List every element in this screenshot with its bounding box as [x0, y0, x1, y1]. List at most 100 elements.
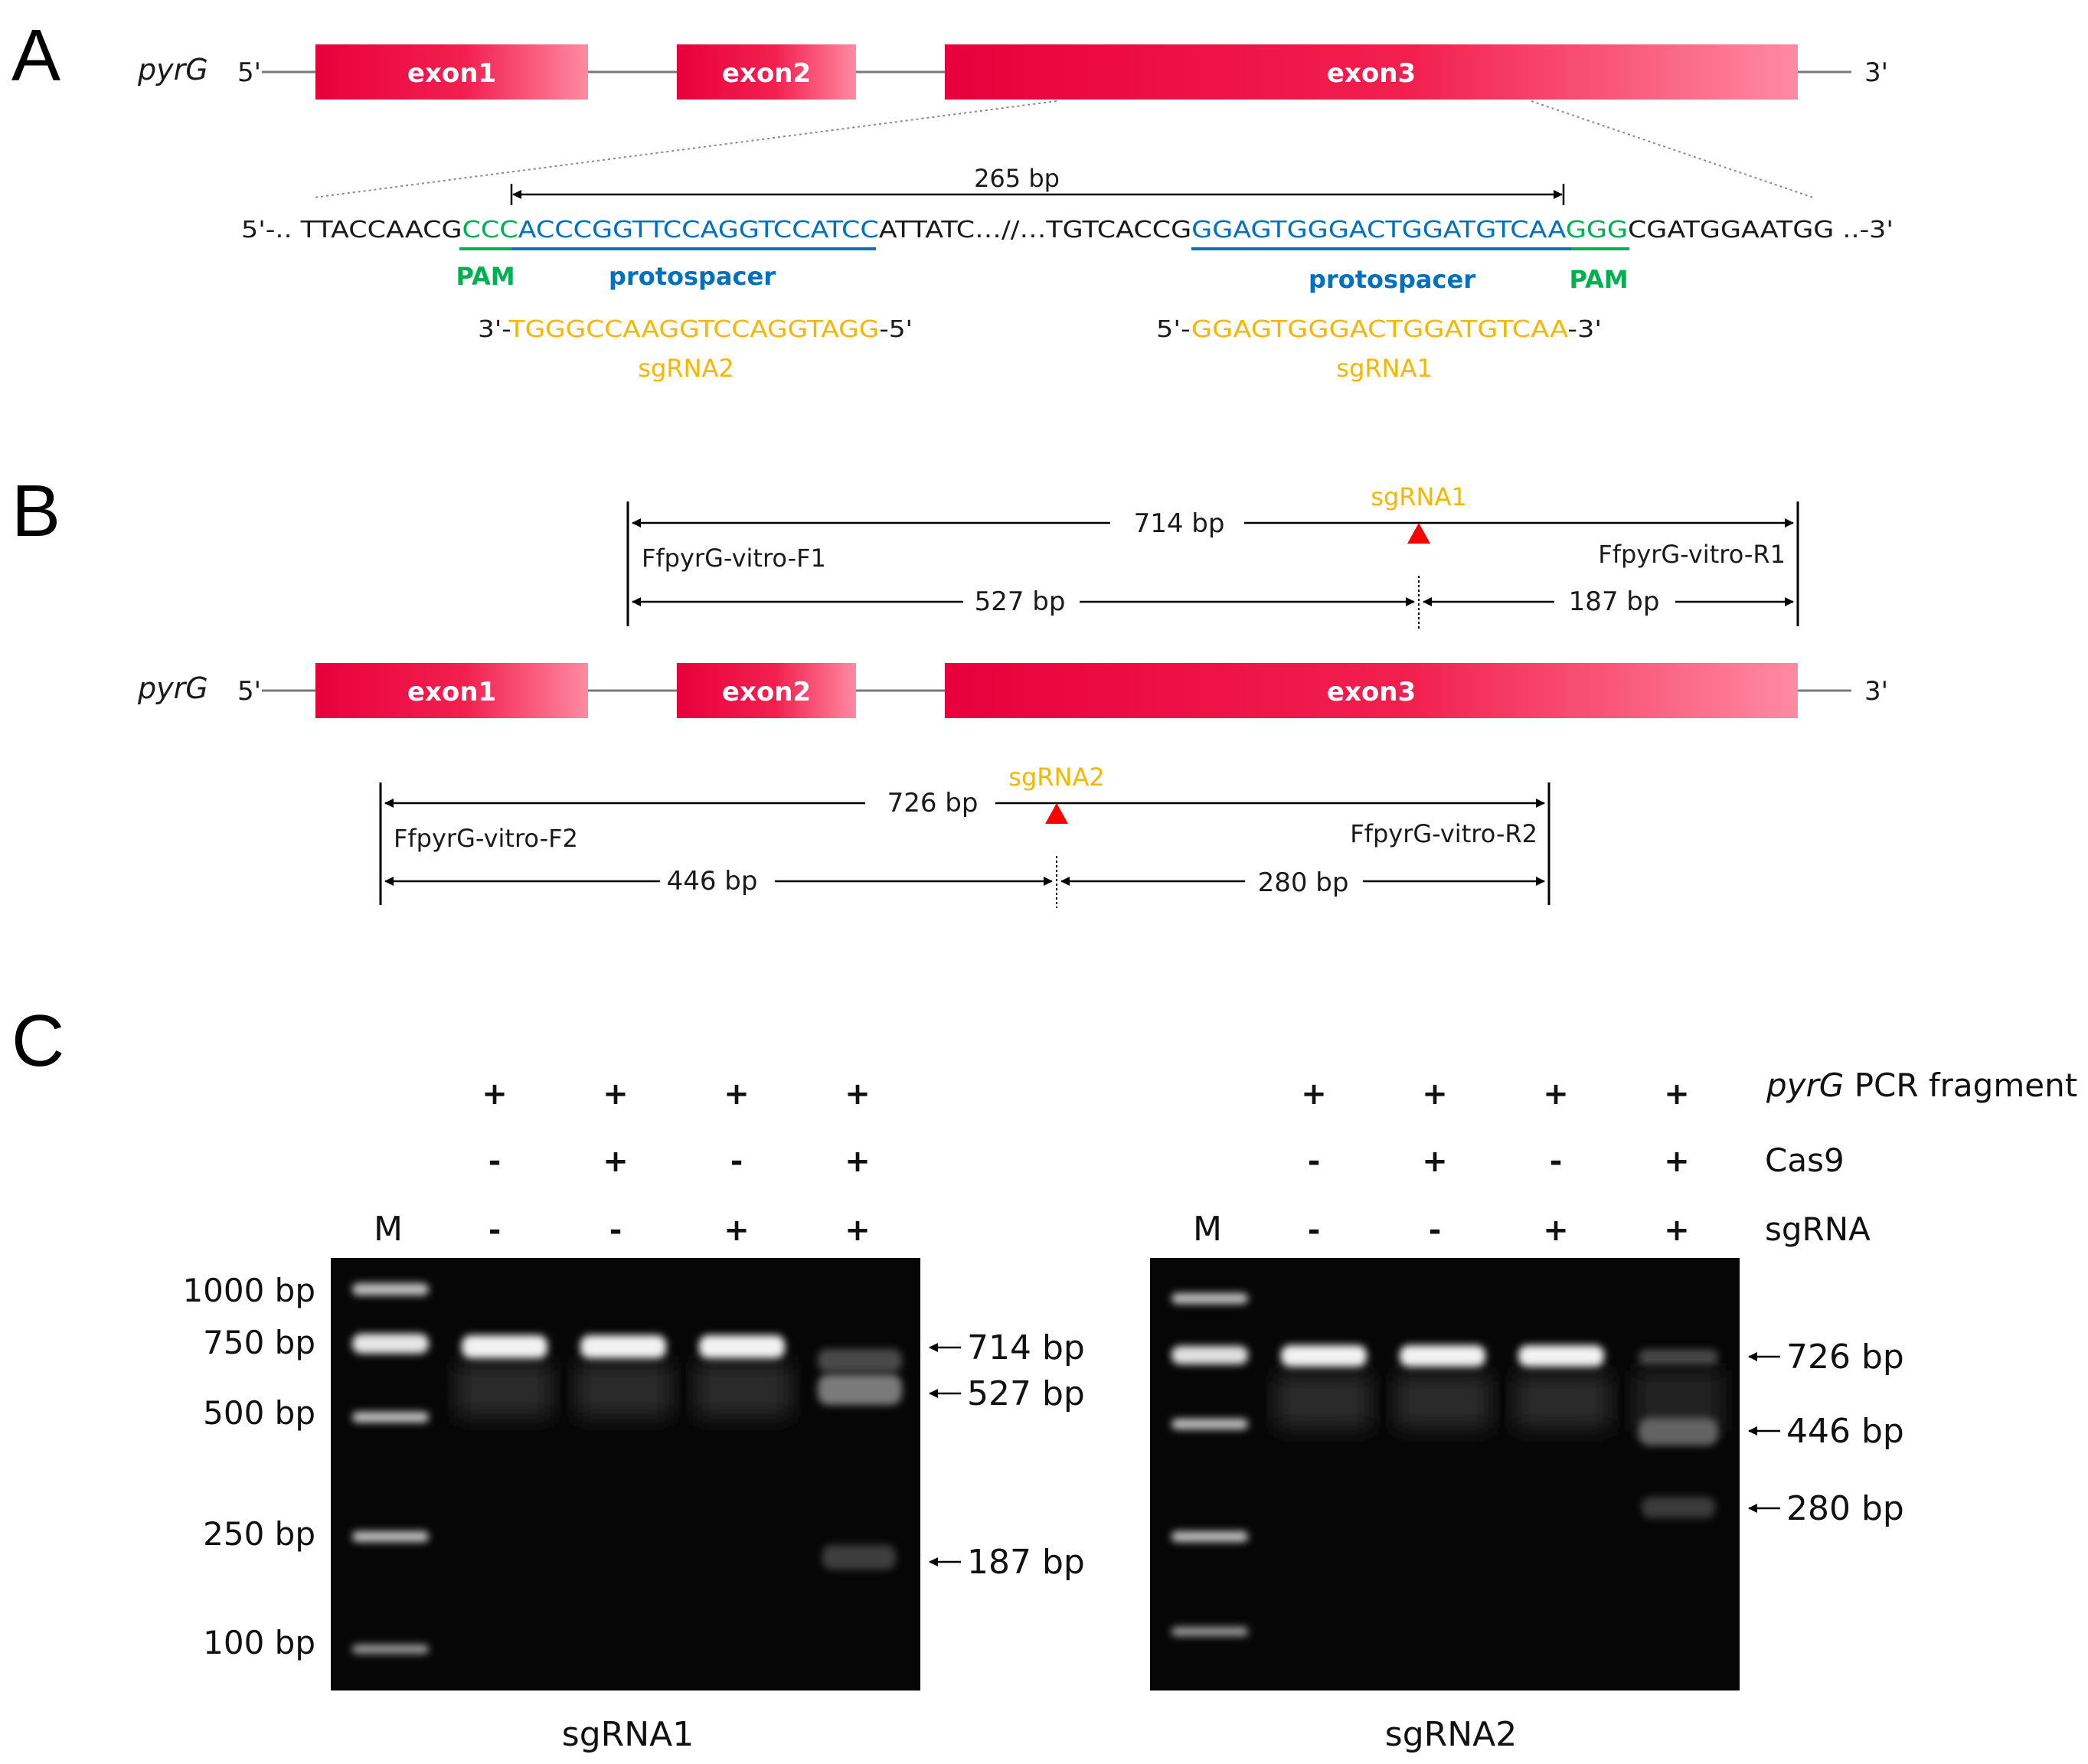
gel2-marker-label: M	[1193, 1210, 1222, 1249]
gel2-band-726	[1400, 1345, 1485, 1367]
g1-lane3-cas9: -	[730, 1144, 743, 1179]
amp2-right-label: 280 bp	[1258, 867, 1349, 898]
seq-pam-2: GGG	[1566, 217, 1628, 243]
exon2-label-b: exon2	[722, 677, 811, 707]
amp1-reverse-primer: FfpyrG-vitro-R1	[1598, 540, 1786, 569]
panel-label-b: B	[11, 470, 60, 552]
gel1-band-714	[462, 1335, 547, 1358]
g1-lane3-sgrna: +	[724, 1213, 750, 1248]
sgrna1-suffix: -3'	[1567, 316, 1602, 343]
g1-lane2-sgrna: -	[609, 1213, 622, 1248]
gel2-label-726: 726 bp	[1786, 1338, 1904, 1377]
gene-name: pyrG	[137, 53, 208, 87]
sgrna1-prefix: 5'-	[1156, 316, 1191, 343]
gel2-label-446: 446 bp	[1786, 1412, 1904, 1451]
amp2-reverse-primer: FfpyrG-vitro-R2	[1350, 819, 1537, 848]
gel2-band-uncut-faint	[1639, 1350, 1718, 1365]
lane-condition-table: pyrG PCR fragment Cas9 sgRNA + + + + - +…	[374, 1067, 2077, 1249]
seq-plain-1: TTACCAACG	[300, 217, 462, 243]
g2-lane3-cas9: -	[1550, 1144, 1563, 1179]
row-label-cas9: Cas9	[1765, 1142, 1845, 1179]
amplicon2: 726 bp sgRNA2 FfpyrG-vitro-F2 FfpyrG-vit…	[379, 763, 1550, 908]
seq-protospacer-1: ACCCGGTTCCAGGTCCATCC	[518, 217, 879, 243]
ladder-750: 750 bp	[203, 1324, 315, 1361]
gel1-smear	[456, 1363, 552, 1416]
five-prime-label-b: 5'	[237, 676, 261, 707]
gel2-title: sgRNA2	[1385, 1715, 1517, 1754]
ladder-1000: 1000 bp	[182, 1272, 315, 1309]
amp1-guide-label: sgRNA1	[1371, 482, 1466, 511]
seq-plain-2: ATTATC…//…TGTCACCG	[879, 217, 1191, 243]
g2-lane4-fragment: +	[1664, 1076, 1690, 1112]
gel1-ladder-band	[352, 1412, 429, 1423]
exon3-label: exon3	[1327, 58, 1416, 89]
gel2	[1150, 1258, 1740, 1690]
gel1-label-714: 714 bp	[967, 1328, 1085, 1367]
g2-lane2-sgrna: -	[1429, 1213, 1442, 1248]
ladder-500: 500 bp	[203, 1394, 315, 1432]
exon3-box	[945, 44, 1798, 100]
exon2-box	[677, 44, 856, 100]
ladder-250: 250 bp	[203, 1515, 315, 1553]
amp2-cut-marker-icon	[1045, 803, 1068, 824]
g2-lane2-cas9: +	[1422, 1144, 1448, 1179]
ladder-100: 100 bp	[203, 1624, 315, 1661]
row-label-sgrna: sgRNA	[1765, 1210, 1871, 1248]
gel2-label-280: 280 bp	[1786, 1489, 1904, 1528]
g1-lane4-fragment: +	[845, 1076, 871, 1112]
distance-label: 265 bp	[974, 164, 1060, 193]
gel2-smear	[1395, 1374, 1491, 1428]
gene-map-a: pyrG 5' 3' exon1 exon2 exon3	[137, 44, 1888, 100]
three-prime-label-b: 3'	[1864, 676, 1888, 707]
sgrna2-sequence: 3'- TGGGCCAAGGTCCAGGTAGG -5'	[478, 316, 913, 343]
g2-lane3-fragment: +	[1543, 1076, 1569, 1112]
gel1-band-714	[699, 1335, 785, 1358]
gene-name-b: pyrG	[137, 671, 208, 705]
sgrna2-bases: TGGGCCAAGGTCCAGGTAGG	[508, 316, 879, 343]
gel2-band-726	[1281, 1345, 1367, 1367]
exon2-label: exon2	[722, 58, 811, 89]
gel2-ladder-band	[1171, 1531, 1248, 1542]
zoom-line-left	[313, 100, 1057, 198]
gel2-band-446	[1639, 1418, 1718, 1446]
gel1-band-714	[580, 1335, 666, 1358]
amp1-total-label: 714 bp	[1134, 508, 1225, 539]
gel2-smear	[1515, 1374, 1610, 1428]
exon2-box-b	[677, 663, 856, 718]
amp2-forward-primer: FfpyrG-vitro-F2	[394, 824, 578, 853]
g1-lane3-fragment: +	[724, 1076, 750, 1112]
exon3-label-b: exon3	[1327, 677, 1416, 707]
gel2-ladder-band	[1171, 1419, 1248, 1429]
seq-plain-3: CGATGGAATGG	[1628, 217, 1834, 243]
gel1-background	[331, 1258, 920, 1690]
sgrna1-name: sgRNA1	[1336, 354, 1432, 383]
gel1-smear	[695, 1363, 791, 1416]
protospacer-label-2: protospacer	[1309, 265, 1475, 294]
gel1-ladder-band	[352, 1283, 429, 1295]
row-label-fragment: pyrG PCR fragment	[1766, 1067, 2077, 1104]
gel1	[331, 1258, 920, 1690]
sgrna2-name: sgRNA2	[638, 354, 734, 383]
seq-pam-1: CCC	[462, 217, 518, 243]
g2-lane3-sgrna: +	[1543, 1213, 1569, 1248]
gel1-band-uncut-faint	[818, 1349, 902, 1372]
gel2-product-labels: 726 bp 446 bp 280 bp	[1748, 1338, 1904, 1528]
sgrna1-bases: GGAGTGGGACTGGATGTCAA	[1191, 316, 1569, 343]
g2-lane1-sgrna: -	[1308, 1213, 1321, 1248]
pam-label-2: PAM	[1569, 265, 1628, 294]
panel-label-c: C	[11, 1000, 64, 1082]
three-prime-label: 3'	[1864, 57, 1888, 88]
seq-left-end: 5'-..	[241, 217, 301, 243]
gel1-smear	[576, 1363, 671, 1416]
gel1-band-527	[818, 1374, 902, 1405]
g1-lane4-sgrna: +	[845, 1213, 871, 1248]
gel1-band-187	[822, 1545, 896, 1570]
gel1-ladder-band	[352, 1531, 429, 1542]
gel1-title: sgRNA1	[562, 1715, 694, 1754]
gel2-ladder-band	[1171, 1627, 1248, 1636]
amp1-forward-primer: FfpyrG-vitro-F1	[642, 544, 826, 573]
amp2-guide-label: sgRNA2	[1008, 763, 1104, 792]
gene-map-b: pyrG 5' 3' exon1 exon2 exon3	[137, 663, 1888, 718]
amp1-right-label: 187 bp	[1569, 586, 1660, 617]
